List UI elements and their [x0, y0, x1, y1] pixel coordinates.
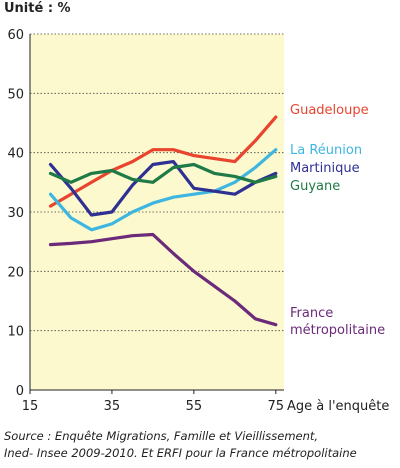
series-label-la-reunion: La Réunion — [290, 143, 362, 158]
grid-lines — [30, 33, 284, 332]
series-label-guyane: Guyane — [290, 179, 340, 194]
y-tick-label: 10 — [7, 325, 24, 340]
series-line-guadeloupe — [48, 115, 278, 208]
y-tick-label: 20 — [7, 265, 24, 280]
x-tick-label: 15 — [22, 399, 39, 414]
series-labels: Guadeloupe La Réunion Martinique Guyane Fran… — [290, 103, 385, 338]
series-label-france-metropolitaine: France métropolitaine — [290, 306, 385, 338]
series-line-martinique — [48, 160, 278, 217]
series-line-guyane — [48, 162, 278, 184]
line-chart: 0 10 20 30 40 50 60 15 35 55 75 Age à l'enquête Gu… — [7, 28, 389, 414]
series-line-la-reunion — [48, 148, 278, 232]
unit-label: Unité : % — [4, 1, 71, 16]
x-tick-label: 35 — [104, 399, 121, 414]
y-tick-label: 40 — [7, 147, 24, 162]
source-line-2: Ined- Insee 2009-2010. Et ERFI pour la F… — [4, 446, 357, 460]
y-tick-label: 0 — [16, 384, 24, 399]
y-axis: 0 10 20 30 40 50 60 — [7, 28, 31, 399]
series-label-guadeloupe: Guadeloupe — [290, 103, 369, 118]
y-tick-label: 50 — [7, 87, 24, 102]
source-line-1: Source : Enquête Migrations, Famille et … — [4, 429, 319, 443]
series-label-martinique: Martinique — [290, 161, 360, 176]
x-axis: 15 35 55 75 Age à l'enquête — [22, 389, 389, 414]
x-tick-label: 75 — [268, 399, 285, 414]
x-tick-label: 55 — [186, 399, 203, 414]
y-tick-label: 30 — [7, 206, 24, 221]
series-lines — [48, 115, 278, 327]
source-note: Source : Enquête Migrations, Famille et … — [4, 428, 396, 462]
series-line-france-metropolitaine — [48, 232, 278, 327]
x-axis-title: Age à l'enquête — [287, 399, 389, 414]
y-tick-label: 60 — [7, 28, 24, 43]
